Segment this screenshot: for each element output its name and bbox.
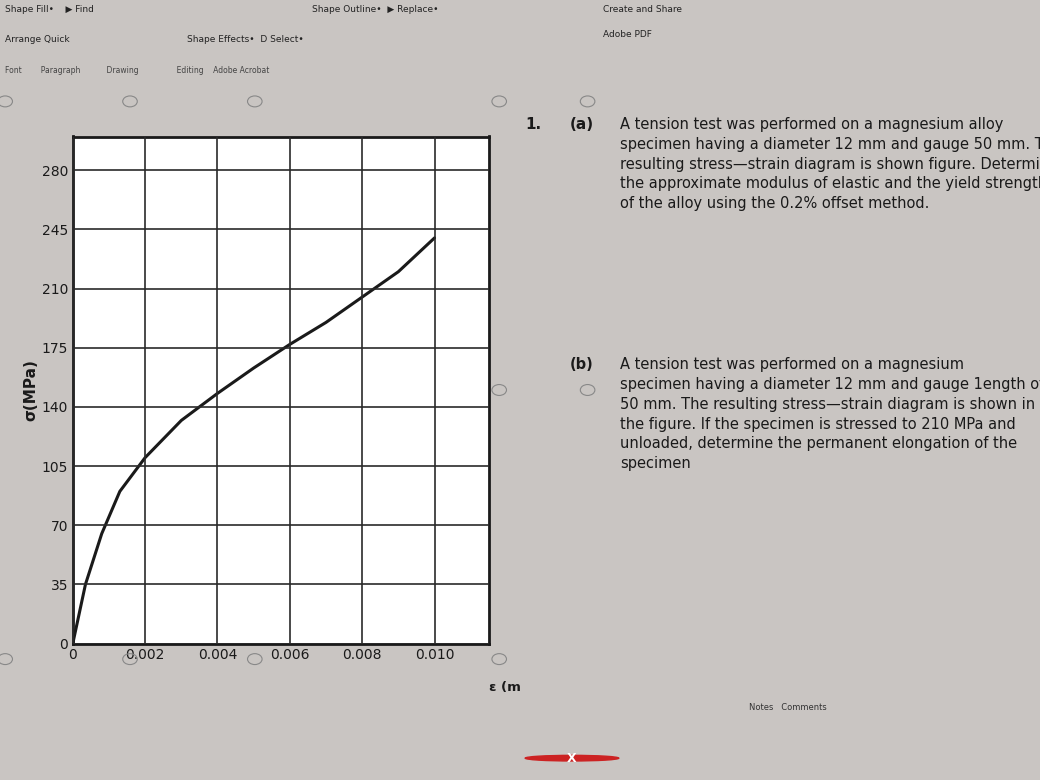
Text: ε (m: ε (m <box>489 681 521 693</box>
Text: (a): (a) <box>570 117 594 132</box>
Text: Shape Effects•  D Select•: Shape Effects• D Select• <box>187 35 304 44</box>
Text: Arrange Quick: Arrange Quick <box>5 35 70 44</box>
Y-axis label: σ(MPa): σ(MPa) <box>24 359 38 421</box>
Text: 1.: 1. <box>525 117 541 132</box>
Circle shape <box>525 755 619 761</box>
Text: Create and Share: Create and Share <box>603 5 682 14</box>
Text: A tension test was performed on a magnesium alloy
specimen having a diameter 12 : A tension test was performed on a magnes… <box>620 117 1040 211</box>
Text: Font        Paragraph           Drawing                Editing    Adobe Acrobat: Font Paragraph Drawing Editing Adobe Acr… <box>5 66 269 75</box>
Text: A tension test was performed on a magnesium
specimen having a diameter 12 mm and: A tension test was performed on a magnes… <box>620 357 1040 471</box>
Text: Shape Outline•  ▶ Replace•: Shape Outline• ▶ Replace• <box>312 5 439 14</box>
Text: Notes   Comments: Notes Comments <box>749 704 827 712</box>
Text: Shape Fill•    ▶ Find: Shape Fill• ▶ Find <box>5 5 94 14</box>
Text: (b): (b) <box>570 357 594 372</box>
Text: X: X <box>567 752 577 764</box>
Text: Adobe PDF: Adobe PDF <box>603 30 652 40</box>
